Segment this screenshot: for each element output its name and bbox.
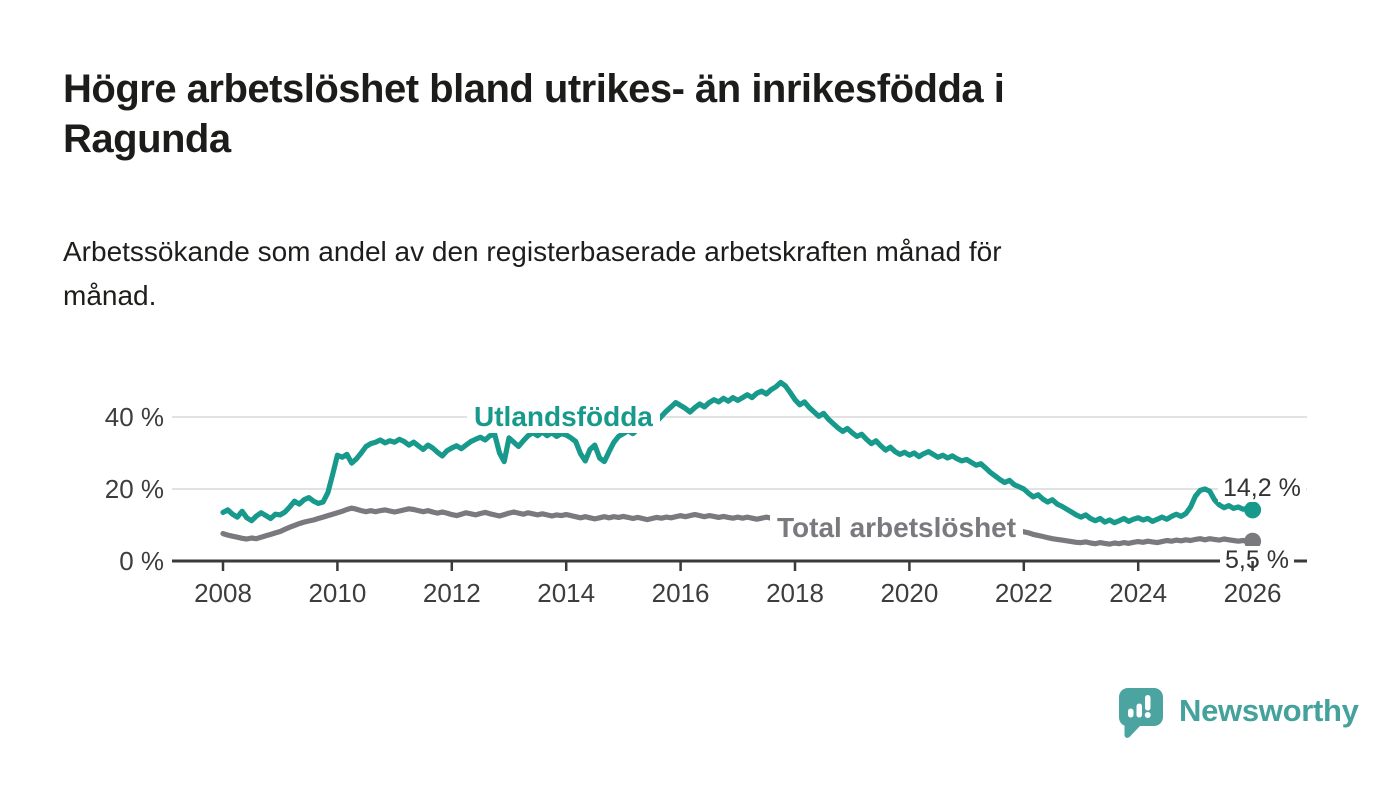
chart-title: Högre arbetslöshet bland utrikes- än inr… <box>63 64 1005 164</box>
end-value-label-total: 5,5 % <box>1220 546 1294 574</box>
chart-title-line-1: Högre arbetslöshet bland utrikes- än inr… <box>63 67 1005 111</box>
x-tick-label: 2014 <box>537 578 596 608</box>
x-tick-label: 2010 <box>308 578 367 608</box>
x-tick-label: 2018 <box>766 578 824 608</box>
chart-title-line-2: Ragunda <box>63 117 231 161</box>
x-tick-label: 2024 <box>1109 578 1168 608</box>
y-tick-label: 0 % <box>119 546 164 576</box>
x-tick-label: 2022 <box>994 578 1053 608</box>
chart-subtitle-line-1: Arbetssökande som andel av den registerb… <box>63 236 1002 267</box>
x-tick-label: 2012 <box>422 578 481 608</box>
newsworthy-logo: Newsworthy <box>1116 685 1359 743</box>
x-tick-label: 2020 <box>880 578 939 608</box>
x-tick-label: 2026 <box>1223 578 1282 608</box>
newsworthy-logo-icon <box>1119 688 1163 738</box>
series-label-utlandsfodda: Utlandsfödda <box>467 401 660 433</box>
chart-subtitle: Arbetssökande som andel av den registerb… <box>63 230 1002 318</box>
y-tick-label: 20 % <box>104 474 164 504</box>
newsworthy-logo-text: Newsworthy <box>1179 693 1359 728</box>
x-tick-label: 2016 <box>651 578 710 608</box>
series-label-total-arbetsloshet: Total arbetslöshet <box>770 512 1024 544</box>
chart-subtitle-line-2: månad. <box>63 280 157 311</box>
x-tick-label: 2008 <box>194 578 252 608</box>
y-tick-label: 40 % <box>104 402 164 432</box>
end-value-label-utlandsfodda: 14,2 % <box>1218 474 1306 502</box>
